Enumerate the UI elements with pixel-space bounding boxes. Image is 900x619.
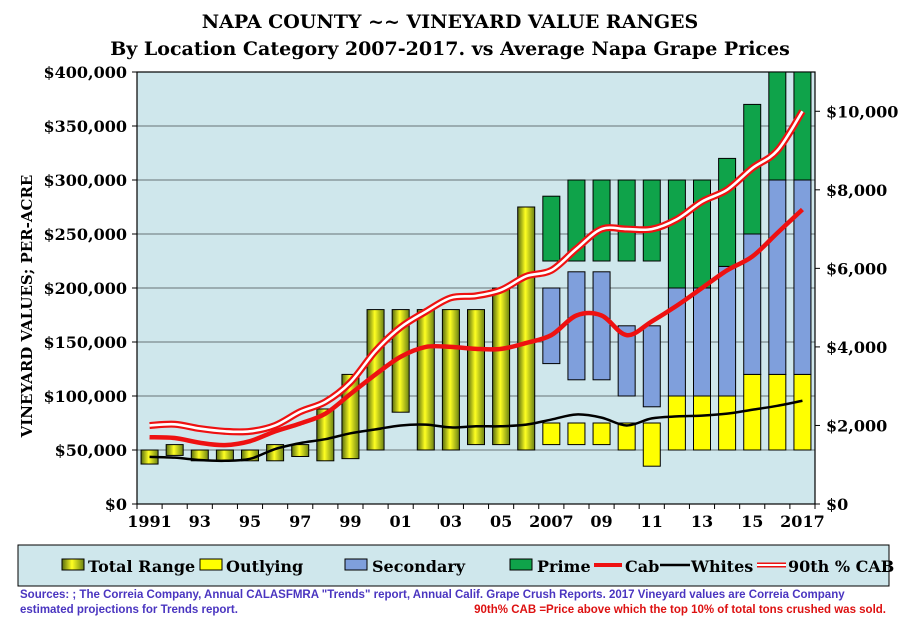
x-tick-label: 93 (189, 512, 211, 531)
x-tick-label: 05 (490, 512, 512, 531)
total-range-bar (291, 444, 310, 457)
outlying-bar (642, 422, 661, 467)
bars-layer (140, 71, 812, 467)
y-axis-label: VINEYARD VALUES; PER-ACRE (18, 175, 36, 439)
y-tick-label: $350,000 (44, 117, 128, 136)
outlying-bar (592, 422, 611, 446)
legend-cab: Cab (594, 557, 659, 576)
prime-bar (768, 71, 787, 181)
prime-bar (642, 179, 661, 262)
x-tick-label: 99 (339, 512, 361, 531)
total-range-bar (215, 449, 234, 462)
legend-90th-cab: 90th % CAB (757, 557, 894, 576)
y-tick-label: $150,000 (44, 333, 128, 352)
total-range-bar (165, 444, 184, 456)
total-range-bar (441, 309, 460, 451)
prime-bar (667, 179, 686, 289)
y-tick-label: $0 (105, 495, 127, 514)
series-90th-cab (149, 110, 804, 434)
secondary-bar (693, 287, 711, 397)
series-whites (149, 399, 803, 463)
prime-bar (592, 179, 611, 262)
legend-swatch-total-range (61, 558, 85, 571)
x-tick-label: 09 (590, 512, 612, 531)
legend-label-cab: Cab (625, 557, 659, 576)
total-range-bar (517, 206, 536, 451)
y-tick-label: $200,000 (44, 279, 128, 298)
y2-tick-label: $10,000 (826, 102, 898, 121)
legend-prime: Prime (509, 557, 591, 576)
x-tick-label: 97 (289, 512, 311, 531)
outlying-bar (567, 422, 586, 446)
secondary-bar (768, 179, 787, 375)
p90-note: 90th% CAB =Price above which the top 10%… (474, 604, 886, 616)
y-tick-label: $400,000 (44, 63, 128, 82)
x-tick-label: 2007 (529, 512, 574, 531)
y-tick-label: $250,000 (44, 225, 128, 244)
legend-swatch-outlying (199, 558, 223, 571)
y-tick-label: $50,000 (55, 441, 127, 460)
total-range-bar (316, 408, 335, 462)
x-tick-label: 03 (440, 512, 462, 531)
y2-tick-label: $6,000 (826, 259, 887, 278)
secondary-bar (718, 265, 737, 397)
y2-tick-label: $4,000 (826, 338, 887, 357)
secondary-bar (642, 325, 661, 408)
x-axis: 1991 93 95 97 99 01 03 05 2007 09 11 13 15 2017 (127, 504, 825, 531)
legend-outlying: Outlying (199, 557, 303, 576)
legend-label-outlying: Outlying (226, 557, 303, 576)
x-tick-label: 01 (390, 512, 412, 531)
y-axis-right: $0 $2,000 $4,000 $6,000 $8,000 $10,000 (815, 102, 898, 514)
total-range-bar (416, 309, 435, 451)
prime-bar (718, 157, 737, 267)
legend-label-prime: Prime (537, 557, 591, 576)
outlying-bar (542, 422, 561, 446)
lines-layer (149, 109, 806, 463)
outlying-bar (667, 395, 686, 451)
y-tick-label: $300,000 (44, 171, 128, 190)
legend-label-total-range: Total Range (88, 557, 195, 576)
legend-total-range: Total Range (61, 557, 195, 576)
y2-tick-label: $8,000 (826, 181, 887, 200)
y-axis-left: $0 $50,000 $100,000 $150,000 $200,000 $250,00… (44, 63, 137, 514)
secondary-bar (793, 179, 812, 375)
outlying-bar (743, 373, 762, 451)
y2-tick-label: $2,000 (826, 416, 887, 435)
secondary-bar (567, 271, 586, 381)
outlying-bar (793, 373, 812, 451)
outlying-bar (718, 395, 737, 451)
secondary-bar (542, 287, 561, 365)
secondary-bar (592, 271, 611, 381)
total-range-bar (492, 287, 511, 446)
secondary-bar (617, 325, 636, 397)
chart-subtitle: By Location Category 2007-2017. vs Avera… (110, 38, 790, 60)
outlying-bar (617, 422, 636, 451)
series-cab (149, 207, 804, 448)
legend-label-secondary: Secondary (372, 557, 466, 576)
x-tick-label: 1991 (127, 512, 172, 531)
outlying-bar (768, 373, 787, 451)
outlying-bar (693, 395, 711, 451)
legend-label-whites: Whites (690, 557, 753, 576)
total-range-bar (467, 309, 485, 446)
y2-tick-label: $0 (826, 495, 848, 514)
x-tick-label: 95 (239, 512, 261, 531)
legend-secondary: Secondary (344, 557, 466, 576)
x-tick-label: 13 (691, 512, 713, 531)
y-tick-label: $100,000 (44, 387, 128, 406)
legend-swatch-prime (509, 558, 533, 571)
x-tick-label: 2017 (780, 512, 825, 531)
source-note: Sources: ; The Correia Company, Annual C… (20, 589, 845, 616)
chart-title: NAPA COUNTY ~~ VINEYARD VALUE RANGES (202, 11, 699, 33)
legend-label-90th-cab: 90th % CAB (788, 557, 894, 576)
x-tick-label: 11 (641, 512, 663, 531)
legend (17, 544, 890, 587)
prime-bar (617, 179, 636, 262)
x-tick-label: 15 (741, 512, 763, 531)
prime-bar (542, 195, 561, 262)
legend-swatch-secondary (344, 558, 368, 571)
legend-whites: Whites (660, 557, 753, 576)
